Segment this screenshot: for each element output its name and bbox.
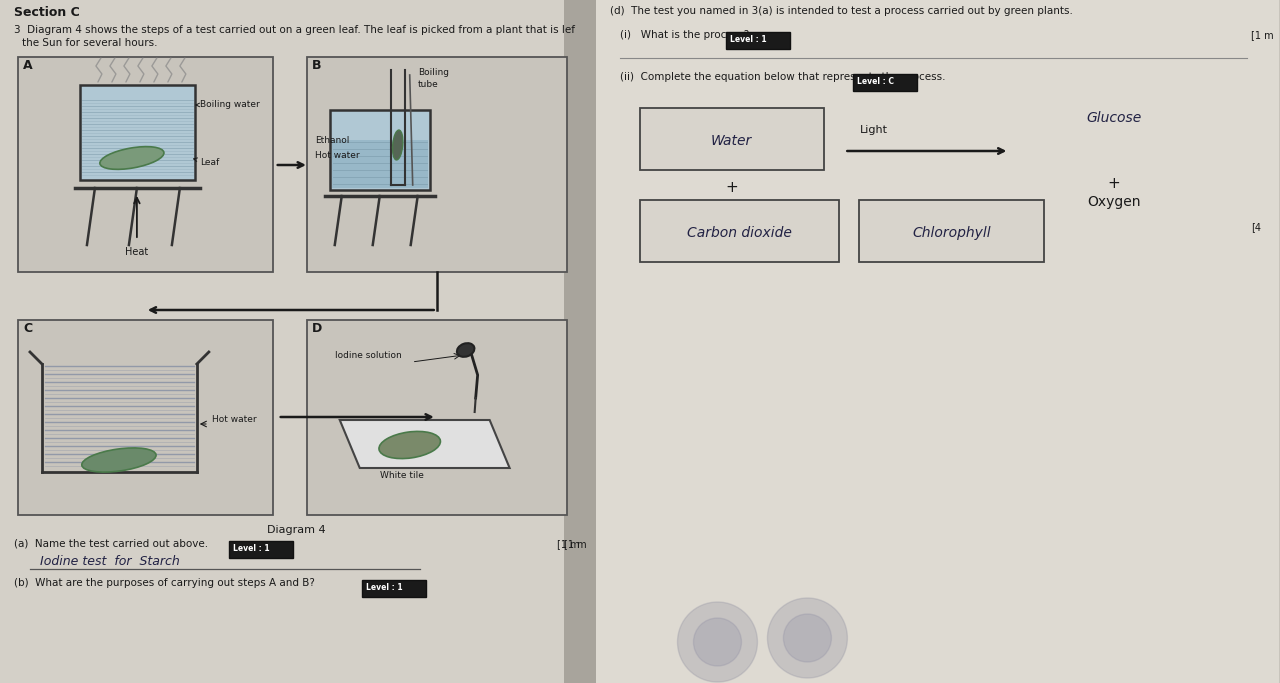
FancyBboxPatch shape	[640, 108, 824, 170]
Text: C: C	[23, 322, 32, 335]
Text: 3  Diagram 4 shows the steps of a test carried out on a green leaf. The leaf is : 3 Diagram 4 shows the steps of a test ca…	[14, 25, 575, 35]
FancyBboxPatch shape	[79, 85, 195, 180]
Text: Boiling: Boiling	[417, 68, 449, 77]
Text: (i)   What is the process?: (i) What is the process?	[620, 30, 749, 40]
Text: D: D	[312, 322, 323, 335]
Text: [4: [4	[1251, 222, 1261, 232]
FancyBboxPatch shape	[563, 0, 595, 683]
Text: B: B	[312, 59, 321, 72]
Text: [1 m: [1 m	[1251, 30, 1274, 40]
Text: Diagram 4: Diagram 4	[268, 525, 326, 535]
Text: Oxygen: Oxygen	[1088, 195, 1140, 209]
Text: A: A	[23, 59, 32, 72]
Ellipse shape	[100, 147, 164, 169]
Polygon shape	[339, 420, 509, 468]
Text: Level : 1: Level : 1	[731, 35, 767, 44]
Text: White tile: White tile	[380, 471, 424, 480]
FancyBboxPatch shape	[307, 57, 567, 272]
Text: Level : 1: Level : 1	[366, 583, 402, 592]
Text: (d)  The test you named in 3(a) is intended to test a process carried out by gre: (d) The test you named in 3(a) is intend…	[609, 6, 1073, 16]
Text: Leaf: Leaf	[193, 158, 219, 167]
FancyBboxPatch shape	[362, 580, 426, 597]
FancyBboxPatch shape	[580, 0, 1279, 683]
Ellipse shape	[379, 432, 440, 458]
FancyBboxPatch shape	[307, 320, 567, 515]
Text: (a)  Name the test carried out above.: (a) Name the test carried out above.	[14, 539, 209, 549]
Circle shape	[694, 618, 741, 666]
Text: tube: tube	[417, 80, 439, 89]
Text: Iodine solution: Iodine solution	[335, 351, 402, 360]
Text: Carbon dioxide: Carbon dioxide	[687, 226, 792, 240]
Text: Glucose: Glucose	[1087, 111, 1142, 125]
Ellipse shape	[457, 343, 475, 357]
Text: Ethanol: Ethanol	[315, 136, 349, 145]
Text: Hot water: Hot water	[212, 415, 256, 424]
Text: Boiling water: Boiling water	[196, 100, 260, 109]
Text: +: +	[1107, 176, 1120, 191]
FancyBboxPatch shape	[330, 110, 430, 190]
FancyBboxPatch shape	[18, 320, 273, 515]
FancyBboxPatch shape	[18, 57, 273, 272]
FancyBboxPatch shape	[229, 541, 293, 558]
Ellipse shape	[82, 448, 156, 472]
Text: Iodine test  for  Starch: Iodine test for Starch	[40, 555, 179, 568]
Text: Light: Light	[860, 125, 888, 135]
Text: Water: Water	[710, 134, 753, 148]
Ellipse shape	[393, 130, 403, 160]
FancyBboxPatch shape	[640, 200, 840, 262]
Text: [1 m: [1 m	[557, 539, 580, 549]
Circle shape	[677, 602, 758, 682]
Text: [1 m: [1 m	[563, 539, 586, 549]
Text: Level : 1: Level : 1	[233, 544, 270, 553]
Text: (b)  What are the purposes of carrying out steps A and B?: (b) What are the purposes of carrying ou…	[14, 578, 315, 588]
Text: Level : C: Level : C	[858, 77, 895, 86]
Text: the Sun for several hours.: the Sun for several hours.	[22, 38, 157, 48]
FancyBboxPatch shape	[859, 200, 1044, 262]
Text: Section C: Section C	[14, 6, 79, 19]
Text: +: +	[724, 180, 737, 195]
FancyBboxPatch shape	[727, 32, 791, 49]
Text: Hot water: Hot water	[315, 151, 360, 160]
FancyBboxPatch shape	[0, 0, 580, 683]
Circle shape	[768, 598, 847, 678]
Text: Heat: Heat	[125, 247, 148, 257]
Text: Chlorophyll: Chlorophyll	[911, 226, 991, 240]
Circle shape	[783, 614, 832, 662]
FancyBboxPatch shape	[332, 140, 428, 188]
Text: (ii)  Complete the equation below that represents the process.: (ii) Complete the equation below that re…	[620, 72, 945, 82]
FancyBboxPatch shape	[854, 74, 918, 91]
